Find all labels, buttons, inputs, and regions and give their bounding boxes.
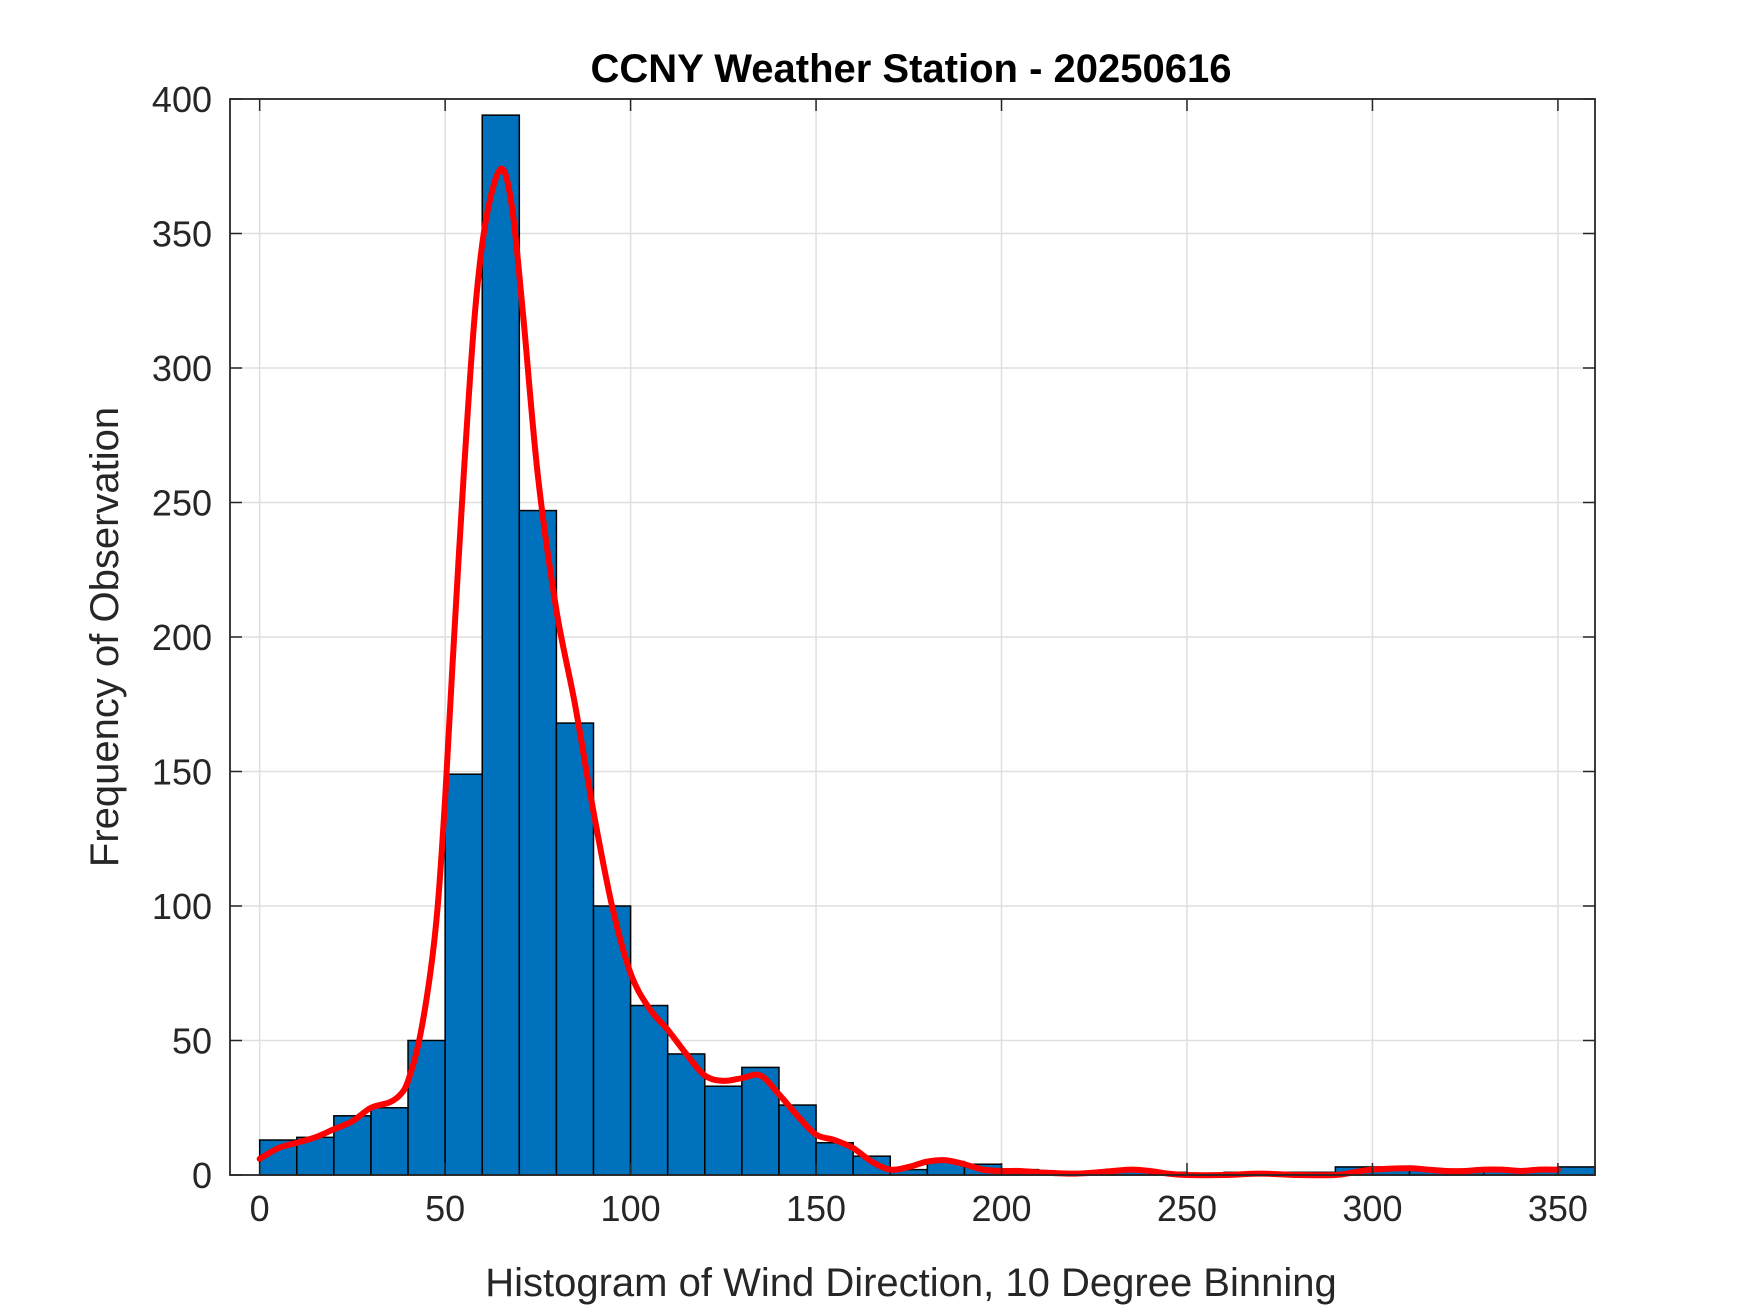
y-axis-title: Frequency of Observation xyxy=(83,407,127,867)
y-tick-label: 200 xyxy=(152,617,212,658)
histogram-bar xyxy=(704,1085,743,1176)
x-tick-label: 100 xyxy=(601,1188,661,1229)
histogram-bar xyxy=(444,773,483,1176)
grid-layer xyxy=(230,98,1595,1176)
x-tick-label: 250 xyxy=(1157,1188,1217,1229)
y-tick-label: 50 xyxy=(172,1021,212,1062)
y-tick-label: 250 xyxy=(152,483,212,524)
ticks-layer: 0 50 100 150 200 250 300 350 0 50 100 150 200 250 300 3… xyxy=(152,79,1595,1229)
x-axis-title: Histogram of Wind Direction, 10 Degree B… xyxy=(485,1261,1337,1305)
y-tick-label: 0 xyxy=(192,1155,212,1196)
x-tick-label: 300 xyxy=(1342,1188,1402,1229)
y-tick-label: 300 xyxy=(152,348,212,389)
histogram-bar xyxy=(481,114,521,1176)
y-tick-label: 400 xyxy=(152,79,212,120)
histogram-bar xyxy=(629,1004,669,1176)
y-tick-label: 350 xyxy=(152,214,212,255)
bars-layer xyxy=(258,114,1596,1176)
x-tick-label: 0 xyxy=(250,1188,270,1229)
histogram-bar xyxy=(1557,1166,1596,1176)
histogram-bar xyxy=(518,509,558,1176)
x-tick-label: 50 xyxy=(425,1188,465,1229)
y-tick-label: 100 xyxy=(152,886,212,927)
x-tick-label: 150 xyxy=(786,1188,846,1229)
x-tick-label: 350 xyxy=(1528,1188,1588,1229)
y-tick-label: 150 xyxy=(152,752,212,793)
x-tick-label: 200 xyxy=(971,1188,1031,1229)
histogram-bar xyxy=(370,1107,409,1176)
chart-title: CCNY Weather Station - 20250616 xyxy=(591,47,1232,91)
